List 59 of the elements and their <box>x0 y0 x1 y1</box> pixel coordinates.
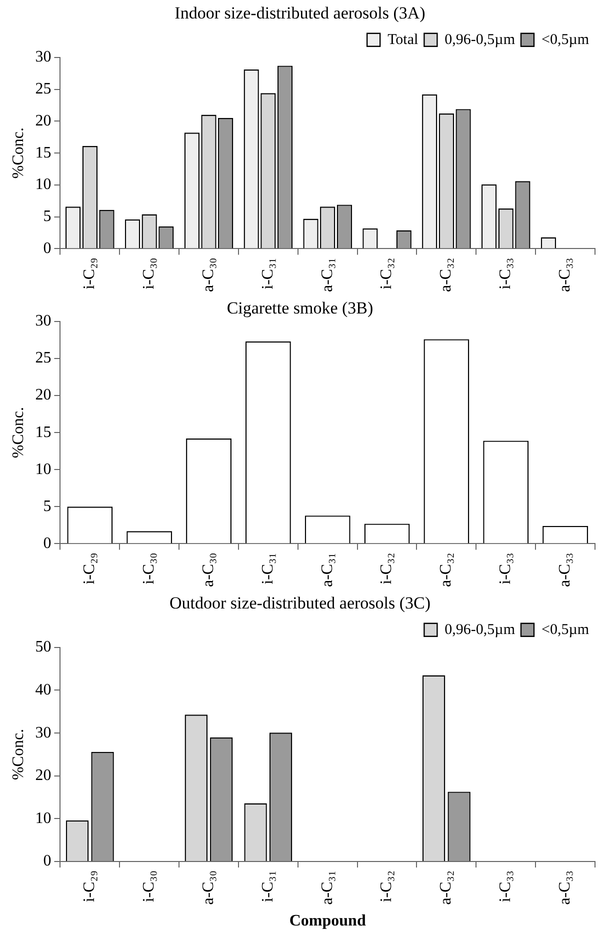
y-tick-label: 30 <box>35 48 52 66</box>
x-tick-label: i-C₃₃ <box>497 258 514 290</box>
x-tick-label: i-C₃₂ <box>378 870 396 902</box>
legend-label: Total <box>388 32 418 48</box>
x-tick-label: a-C₃₀ <box>200 870 217 905</box>
y-tick-label: 15 <box>35 144 52 162</box>
x-tick-label: a-C₃₀ <box>200 258 217 292</box>
x-tick-label: i-C₃₁ <box>259 552 276 584</box>
x-tick-label: a-C₃₂ <box>438 552 455 588</box>
legend-label: 0,96-0,5µm <box>444 32 516 48</box>
x-tick-label: i-C₃₃ <box>497 552 514 584</box>
y-tick-label: 25 <box>35 80 52 98</box>
x-tick-label: i-C₃₁ <box>259 258 276 290</box>
x-tick-label: i-C₃₃ <box>497 870 514 902</box>
y-tick-label: 10 <box>35 810 52 827</box>
x-tick-label: a-C₃₃ <box>556 870 574 905</box>
y-axis-title: %Conc. <box>10 728 27 780</box>
y-tick-label: 10 <box>35 460 52 478</box>
y-tick-label: 20 <box>35 386 52 404</box>
y-tick-label: 5 <box>43 208 52 226</box>
x-tick-label: a-C₃₁ <box>318 870 336 905</box>
y-axis-title: %Conc. <box>10 407 27 458</box>
legend-label: <0,5µm <box>541 622 590 638</box>
y-tick-label: 0 <box>43 534 52 552</box>
y-axis-title: %Conc. <box>10 128 27 179</box>
y-tick-label: 50 <box>35 638 52 656</box>
legend-label: 0,96-0,5µm <box>444 622 516 638</box>
x-tick-label: i-C₃₁ <box>259 870 276 902</box>
y-tick-label: 5 <box>43 498 52 515</box>
x-tick-label: i-C₂₉ <box>81 870 98 902</box>
y-tick-label: 20 <box>35 767 52 784</box>
y-tick-label: 25 <box>35 350 52 367</box>
x-axis-title: Compound <box>289 912 366 930</box>
chart-title: Outdoor size-distributed aerosols (3C) <box>169 594 431 613</box>
x-tick-label: a-C₃₂ <box>438 870 455 905</box>
chart-title: Cigarette smoke (3B) <box>226 298 374 318</box>
legend-label: <0,5µm <box>541 32 590 48</box>
x-tick-label: a-C₃₂ <box>438 258 455 292</box>
y-tick-label: 0 <box>43 240 52 257</box>
y-tick-label: 15 <box>35 424 52 441</box>
y-tick-label: 10 <box>35 176 52 194</box>
x-tick-label: i-C₂₉ <box>81 552 98 584</box>
x-tick-label: a-C₃₁ <box>318 552 336 588</box>
y-tick-label: 20 <box>35 112 52 130</box>
x-tick-label: i-C₃₂ <box>378 552 396 584</box>
x-tick-label: a-C₃₃ <box>556 258 574 292</box>
x-tick-label: i-C₃₀ <box>140 870 158 902</box>
x-tick-label: a-C₃₃ <box>556 552 574 588</box>
y-tick-label: 30 <box>35 312 52 330</box>
x-tick-label: i-C₃₀ <box>140 258 158 290</box>
chart-title: Indoor size-distributed aerosols (3A) <box>174 4 426 23</box>
x-tick-label: a-C₃₁ <box>318 258 336 292</box>
y-tick-label: 40 <box>35 681 52 698</box>
x-tick-label: i-C₃₂ <box>378 258 396 290</box>
x-tick-label: a-C₃₀ <box>200 552 217 588</box>
y-tick-label: 30 <box>35 724 52 742</box>
x-tick-label: i-C₃₀ <box>140 552 158 584</box>
y-tick-label: 0 <box>43 852 52 870</box>
x-tick-label: i-C₂₉ <box>81 258 98 290</box>
